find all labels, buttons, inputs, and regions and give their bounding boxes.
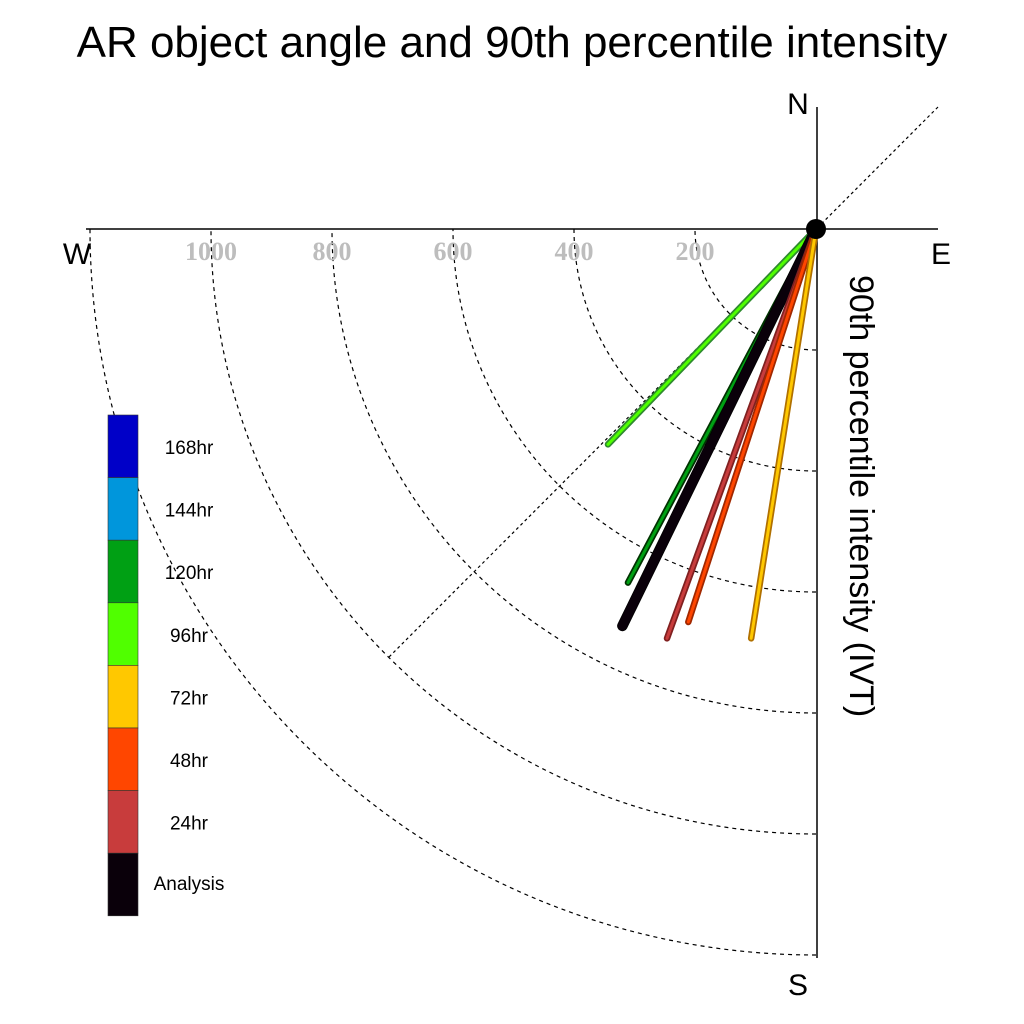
legend-swatch [107,852,139,917]
legend-swatch [107,727,139,791]
legend-label: 24hr [170,814,209,835]
legend-swatch [107,477,139,541]
legend-label: 72hr [170,688,209,709]
radial-tick-label: 1000 [185,237,237,266]
vector-line-96hr [606,227,818,446]
legend-label: 48hr [170,751,209,772]
radial-tick-label: 800 [313,237,352,266]
legend-label: 120hr [165,563,214,584]
vector-line-analysis [617,224,821,631]
legend-label: Analysis [154,874,225,895]
legend-label: 144hr [165,501,214,522]
compass-east: E [931,238,951,271]
legend-swatch [107,790,139,854]
radial-tick-labels: 200 400 600 800 1000 [185,237,715,266]
grid [89,228,817,956]
compass-west: W [63,238,92,271]
compass-north: N [787,88,809,121]
vector-line-72hr [749,227,818,640]
vector-line-48hr [686,227,818,624]
legend: 168hr 144hr 120hr 96hr 72hr 48hr 24hr Analysis [107,414,225,917]
grid-arc [89,228,817,956]
compass-south: S [788,969,808,1002]
legend-swatch [107,414,139,478]
legend-swatch [107,665,139,729]
legend-swatch [107,602,139,666]
grid-arc [210,228,817,835]
chart-title: AR object angle and 90th percentile inte… [77,18,948,67]
grid-arc [694,228,817,351]
diagonal-reference-line [386,106,939,660]
origin-marker [806,219,826,239]
legend-label: 96hr [170,626,209,647]
legend-label: 168hr [165,438,214,459]
y-axis-label: 90th percentile intensity (IVT) [842,275,880,717]
radial-tick-label: 600 [434,237,473,266]
grid-arc [331,228,817,714]
vector-lines [604,223,822,642]
radial-tick-label: 200 [676,237,715,266]
legend-swatch [107,539,139,604]
radial-tick-label: 400 [555,237,594,266]
